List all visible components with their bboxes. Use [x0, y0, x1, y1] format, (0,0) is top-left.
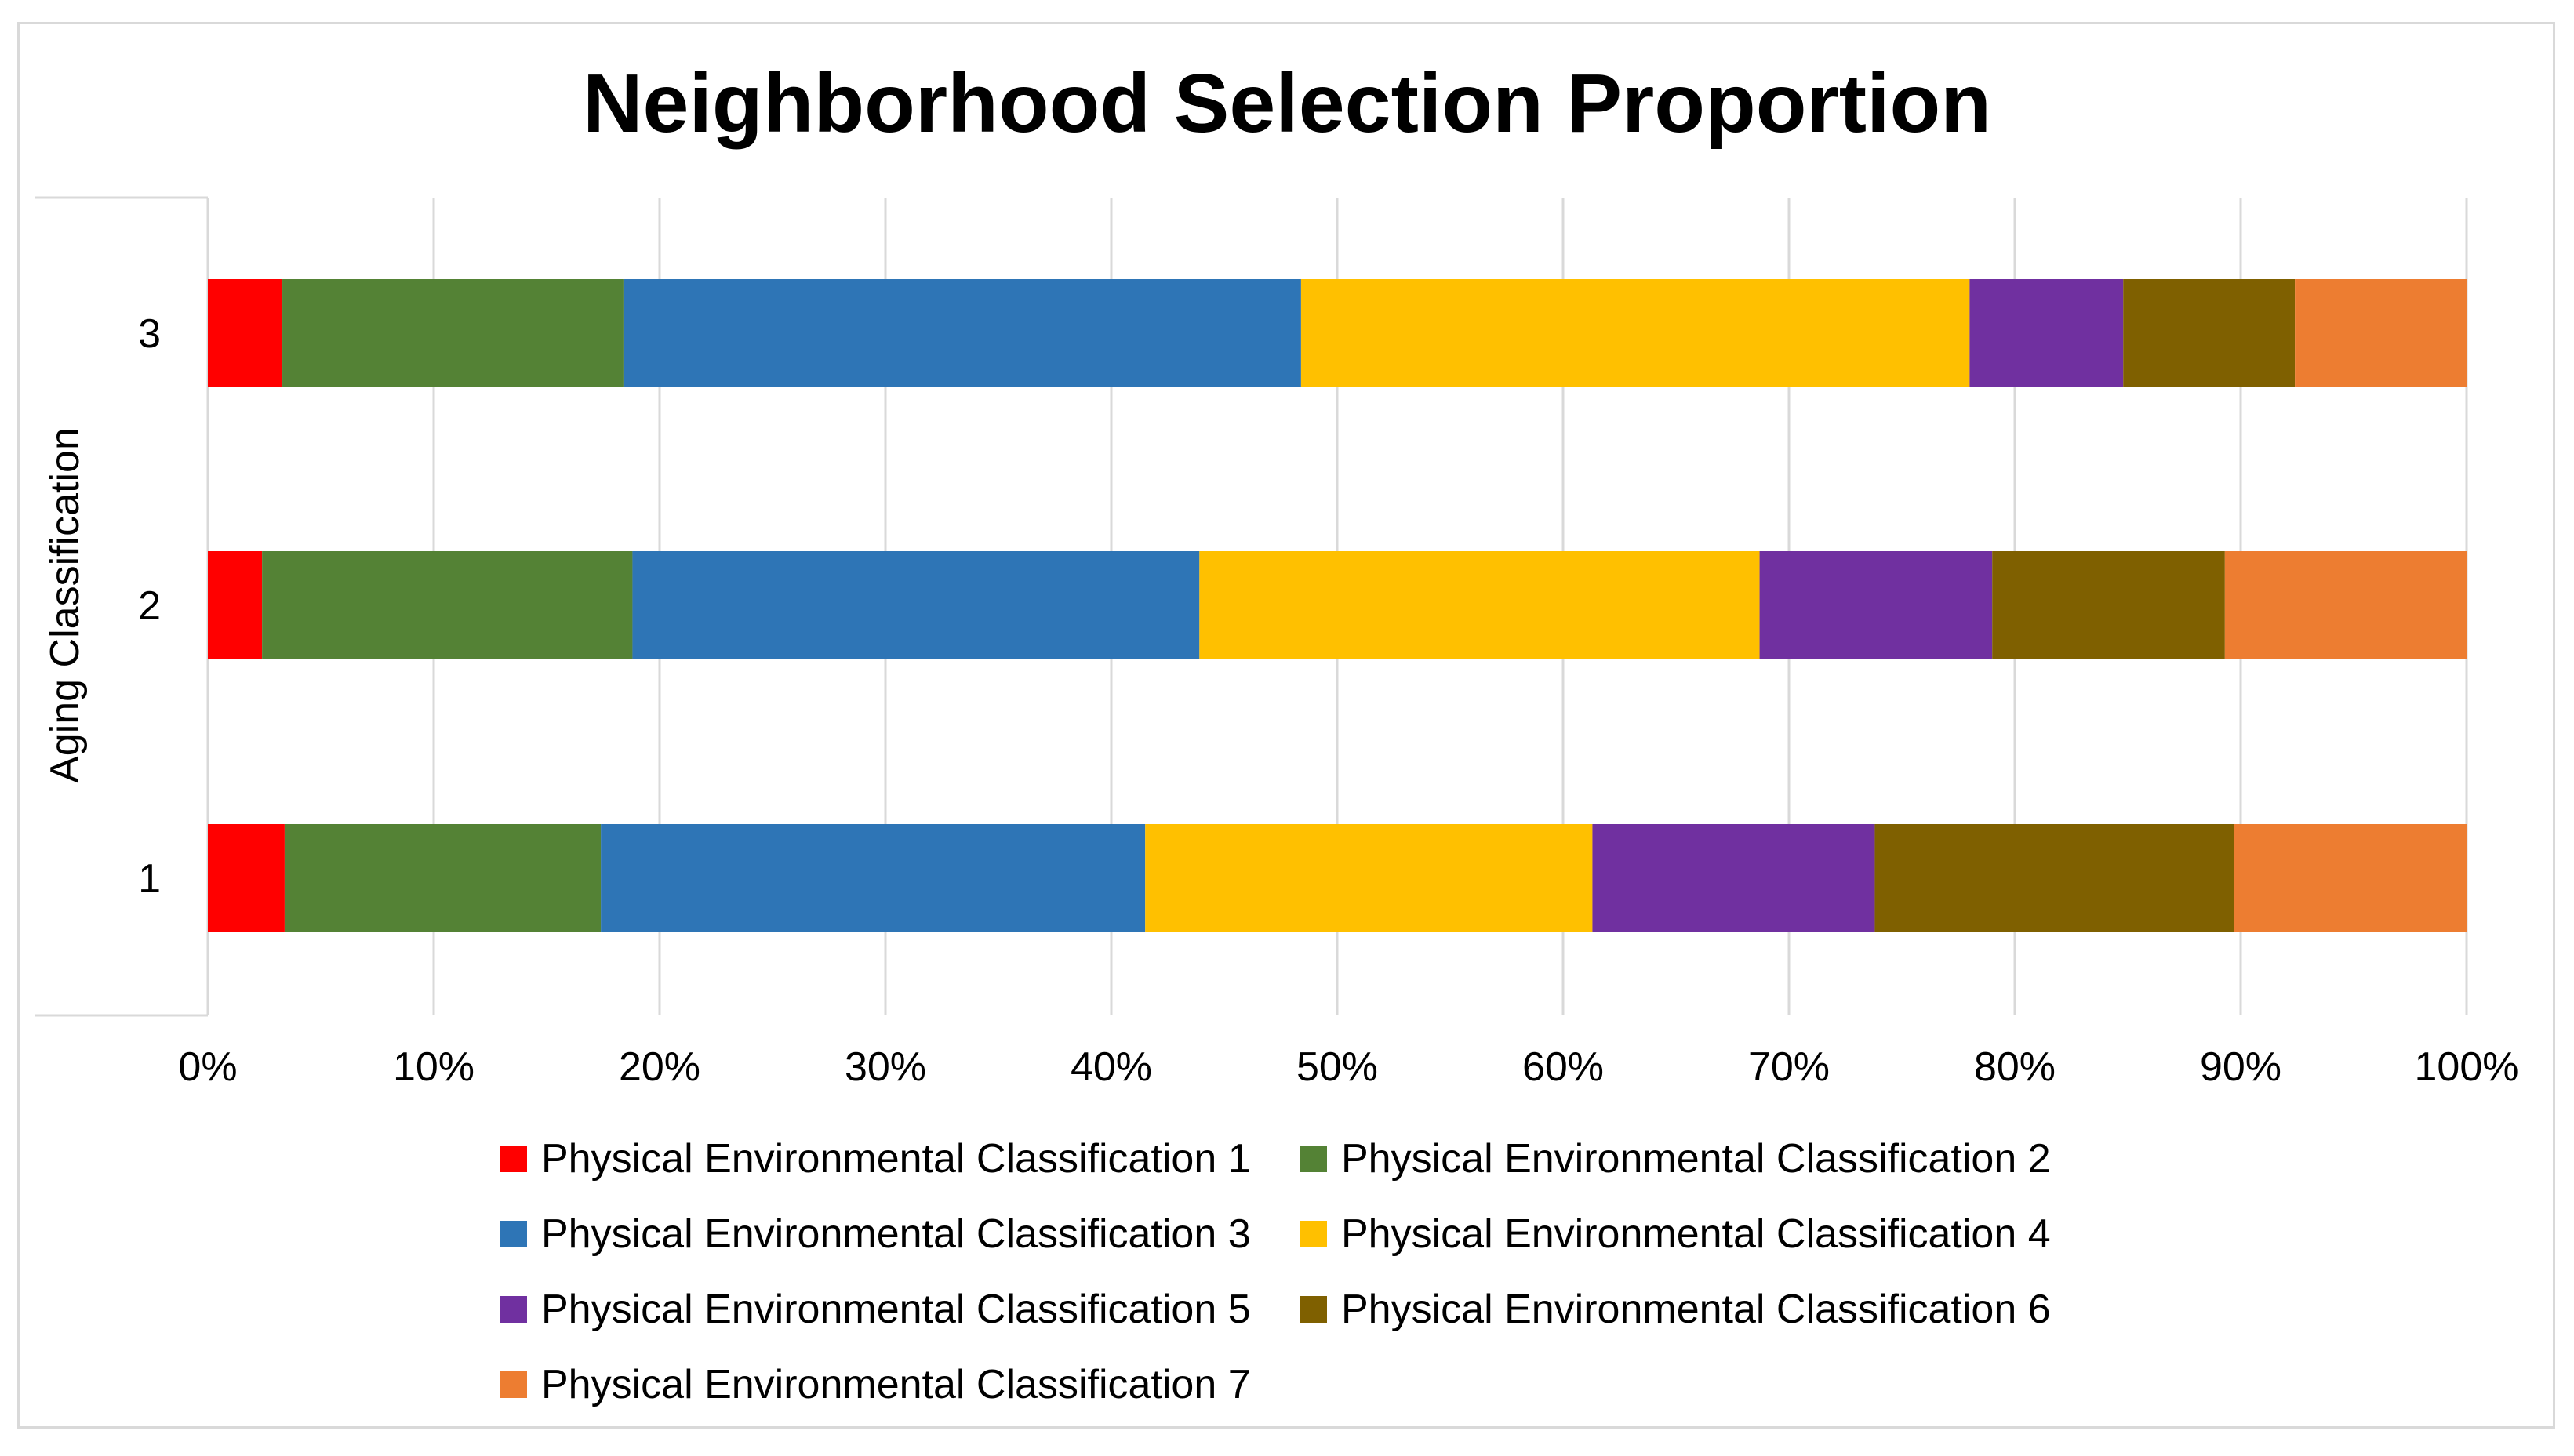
- bar-segment-cat3-series1: [208, 279, 283, 387]
- bar-segment-cat2-series4: [1199, 551, 1760, 659]
- bar-segment-cat3-series5: [1969, 279, 2124, 387]
- legend-label: Physical Environmental Classification 7: [541, 1362, 1251, 1407]
- bar-segment-cat2-series2: [262, 551, 633, 659]
- y-tick-label: 1: [138, 856, 161, 902]
- legend-swatch: [500, 1221, 527, 1247]
- bar-segment-cat1-series2: [284, 824, 602, 932]
- x-tick-label: 0%: [178, 1044, 237, 1090]
- legend-label: Physical Environmental Classification 3: [541, 1211, 1251, 1257]
- tick-labels: 0% 10% 20% 30% 40% 50% 60% 70% 80% 90% 100% 1 2 3: [138, 311, 2518, 1090]
- legend-swatch: [500, 1296, 527, 1323]
- bar-segment-cat3-series4: [1300, 279, 1970, 387]
- y-axis-title: Aging Classification: [42, 427, 88, 783]
- bar-segment-cat1-series5: [1592, 824, 1875, 932]
- x-tick-label: 80%: [1974, 1044, 2056, 1090]
- y-tick-label: 3: [138, 311, 161, 357]
- x-tick-label: 40%: [1071, 1044, 1152, 1090]
- x-tick-label: 20%: [619, 1044, 700, 1090]
- legend-item-4: Physical Environmental Classification 4: [1300, 1204, 2100, 1264]
- legend-label: Physical Environmental Classification 2: [1341, 1136, 2051, 1182]
- bars: [208, 279, 2467, 932]
- bar-segment-cat1-series1: [208, 824, 285, 932]
- x-tick-label: 10%: [393, 1044, 474, 1090]
- legend-item-5: Physical Environmental Classification 5: [500, 1280, 1300, 1339]
- bar-segment-cat2-series3: [632, 551, 1200, 659]
- legend-swatch: [1300, 1296, 1327, 1323]
- bar-segment-cat2-series7: [2224, 551, 2467, 659]
- legend-label: Physical Environmental Classification 5: [541, 1287, 1251, 1332]
- x-tick-label: 60%: [1522, 1044, 1604, 1090]
- bar-segment-cat1-series7: [2234, 824, 2467, 932]
- legend-swatch: [500, 1371, 527, 1398]
- bar-segment-cat3-series7: [2295, 279, 2467, 387]
- legend-label: Physical Environmental Classification 4: [1341, 1211, 2051, 1257]
- legend-item-6: Physical Environmental Classification 6: [1300, 1280, 2100, 1339]
- bar-segment-cat2-series5: [1759, 551, 1993, 659]
- legend-item-2: Physical Environmental Classification 2: [1300, 1129, 2100, 1189]
- bar-segment-cat3-series2: [282, 279, 624, 387]
- y-tick-label: 2: [138, 583, 161, 629]
- bar-segment-cat2-series1: [208, 551, 263, 659]
- legend-item-1: Physical Environmental Classification 1: [500, 1129, 1300, 1189]
- bar-segment-cat1-series6: [1874, 824, 2234, 932]
- legend-label: Physical Environmental Classification 6: [1341, 1287, 2051, 1332]
- x-tick-label: 30%: [845, 1044, 926, 1090]
- legend-swatch: [1300, 1221, 1327, 1247]
- bar-segment-cat2-series6: [1992, 551, 2225, 659]
- bar-segment-cat3-series3: [623, 279, 1301, 387]
- x-tick-label: 100%: [2415, 1044, 2519, 1090]
- legend: Physical Environmental Classification 1 P…: [500, 1129, 2147, 1414]
- chart-frame: [17, 22, 2555, 1429]
- x-tick-label: 50%: [1296, 1044, 1378, 1090]
- legend-item-3: Physical Environmental Classification 3: [500, 1204, 1300, 1264]
- bar-segment-cat3-series6: [2123, 279, 2296, 387]
- bar-segment-cat1-series4: [1145, 824, 1593, 932]
- chart-title: Neighborhood Selection Proportion: [582, 57, 1992, 150]
- legend-item-7: Physical Environmental Classification 7: [500, 1355, 1300, 1414]
- x-tick-label: 70%: [1748, 1044, 1830, 1090]
- x-tick-label: 90%: [2200, 1044, 2281, 1090]
- bar-segment-cat1-series3: [601, 824, 1146, 932]
- legend-swatch: [1300, 1146, 1327, 1172]
- legend-label: Physical Environmental Classification 1: [541, 1136, 1251, 1182]
- legend-swatch: [500, 1146, 527, 1172]
